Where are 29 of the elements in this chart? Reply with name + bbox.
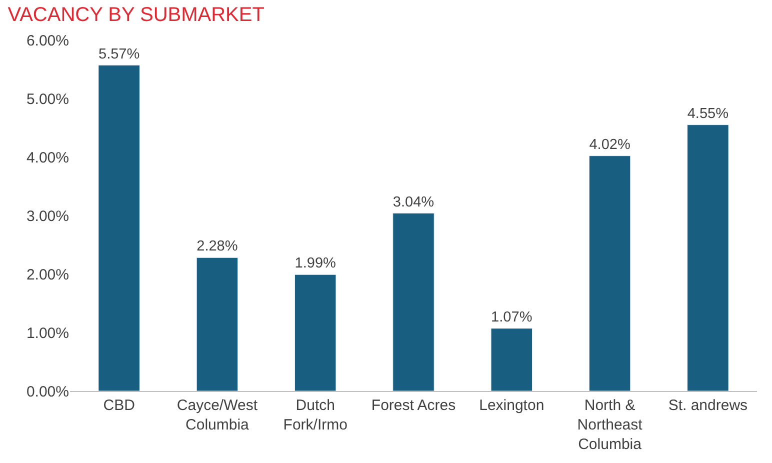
data-label: 2.28% — [196, 238, 238, 255]
data-label: 1.07% — [491, 310, 532, 326]
y-tick-label: 5.00% — [26, 90, 69, 108]
y-tick-label: 6.00% — [26, 32, 69, 50]
x-tick-label: Dutch Fork/Irmo — [283, 397, 348, 434]
y-tick-label: 0.00% — [26, 383, 69, 400]
y-tick-label: 1.00% — [26, 324, 69, 342]
x-tick-label: Forest Acres — [371, 397, 456, 414]
chart-title: VACANCY BY SUBMARKET — [8, 4, 264, 26]
data-label: 1.99% — [294, 256, 336, 272]
y-tick-label: 3.00% — [26, 208, 69, 225]
bar — [687, 124, 729, 391]
x-tick-label: Lexington — [479, 397, 544, 414]
x-tick-label: CBD — [103, 397, 136, 414]
data-label: 4.55% — [687, 106, 729, 122]
data-label: 5.57% — [98, 46, 140, 62]
bar — [392, 212, 434, 391]
y-tick-label: 2.00% — [26, 266, 69, 284]
x-tick-label: Cayce/West Columbia — [176, 397, 258, 434]
bar — [98, 64, 140, 391]
x-tick-label: St. andrews — [668, 397, 748, 414]
y-tick-label: 4.00% — [26, 149, 69, 166]
bar — [490, 328, 532, 391]
bar — [588, 156, 631, 391]
data-label: 4.02% — [589, 136, 630, 153]
bar — [294, 274, 336, 391]
x-tick-label: North & Northeast Columbia — [577, 397, 644, 453]
data-label: 3.04% — [392, 194, 434, 210]
bar — [196, 257, 238, 391]
